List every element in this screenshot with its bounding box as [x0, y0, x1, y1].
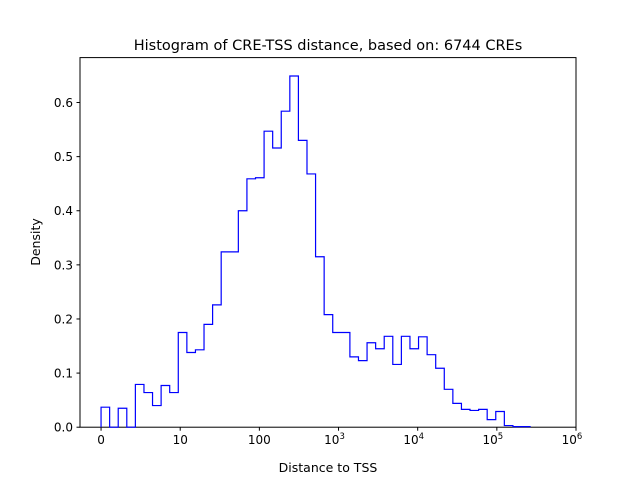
- x-tick-exponent: 3: [339, 432, 344, 442]
- histogram-bin: [436, 368, 445, 427]
- histogram-bin: [350, 357, 359, 427]
- histogram-step-line: [100, 75, 531, 428]
- x-axis: 0 10 100 103 104 105 106: [97, 427, 582, 447]
- histogram-bin: [153, 406, 162, 428]
- histogram-bin: [238, 211, 247, 427]
- histogram-bin: [316, 257, 325, 427]
- histogram-bin: [479, 409, 488, 427]
- histogram-bin: [358, 361, 367, 428]
- histogram-bin: [427, 355, 436, 428]
- histogram-bin: [273, 148, 282, 427]
- histogram-bin: [290, 76, 299, 427]
- histogram-bin: [161, 386, 170, 428]
- histogram-bin: [333, 333, 342, 428]
- histogram-bin: [101, 407, 110, 427]
- histogram-bin: [410, 349, 419, 427]
- histogram-bin: [393, 364, 402, 427]
- histogram-bin: [324, 315, 333, 428]
- y-tick-label: 0.6: [54, 96, 73, 110]
- y-tick-label: 0.3: [54, 258, 73, 272]
- x-tick-label: 0: [97, 433, 105, 447]
- histogram-bin: [496, 412, 505, 428]
- histogram-bin: [144, 393, 153, 428]
- histogram-bin: [247, 179, 256, 427]
- x-tick-label: 103: [324, 432, 345, 447]
- histogram-bin: [187, 353, 196, 428]
- histogram-bin: [419, 337, 428, 427]
- histogram-bin: [367, 343, 376, 427]
- y-tick-label: 0.0: [54, 421, 73, 435]
- x-tick-label: 100: [248, 433, 271, 447]
- chart-title: Histogram of CRE-TSS distance, based on:…: [134, 38, 523, 54]
- x-tick-exponent: 5: [498, 432, 503, 442]
- histogram-bin: [170, 393, 179, 428]
- y-axis: 0.0 0.1 0.2 0.3 0.4 0.5 0.6: [54, 96, 80, 435]
- histogram-bin: [256, 178, 265, 427]
- histogram-bin: [195, 350, 204, 427]
- x-tick-label: 106: [562, 432, 583, 447]
- histogram-bin: [470, 410, 479, 427]
- histogram-bin: [135, 384, 144, 427]
- histogram-bin: [376, 349, 385, 427]
- histogram-bin: [213, 305, 222, 427]
- histogram-bin: [118, 408, 127, 427]
- histogram-bin: [221, 252, 230, 427]
- y-tick-label: 0.4: [54, 204, 73, 218]
- x-axis-label: Distance to TSS: [279, 460, 378, 475]
- histogram-bin: [298, 140, 307, 427]
- histogram-bin: [487, 420, 496, 428]
- y-tick-label: 0.1: [54, 367, 73, 381]
- x-tick-exponent: 4: [419, 432, 424, 442]
- histogram-bin: [384, 336, 393, 427]
- histogram-bin: [178, 333, 187, 428]
- x-tick-label: 10: [173, 433, 188, 447]
- histogram-bin: [204, 324, 213, 427]
- histogram-bin: [461, 409, 470, 427]
- histogram-bin: [401, 336, 410, 427]
- histogram-bin: [453, 403, 462, 427]
- plot-area: [79, 57, 577, 428]
- y-axis-label: Density: [28, 218, 43, 266]
- histogram-bin: [341, 333, 350, 428]
- x-tick-label: 104: [403, 432, 424, 447]
- histogram-bin: [444, 389, 453, 427]
- histogram-bin: [307, 174, 316, 427]
- y-tick-label: 0.5: [54, 150, 73, 164]
- x-tick-exponent: 6: [577, 432, 582, 442]
- histogram-bin: [264, 131, 273, 427]
- y-tick-label: 0.2: [54, 312, 73, 326]
- histogram-bin: [281, 111, 290, 427]
- histogram-bin: [230, 252, 239, 427]
- x-tick-label: 105: [482, 432, 503, 447]
